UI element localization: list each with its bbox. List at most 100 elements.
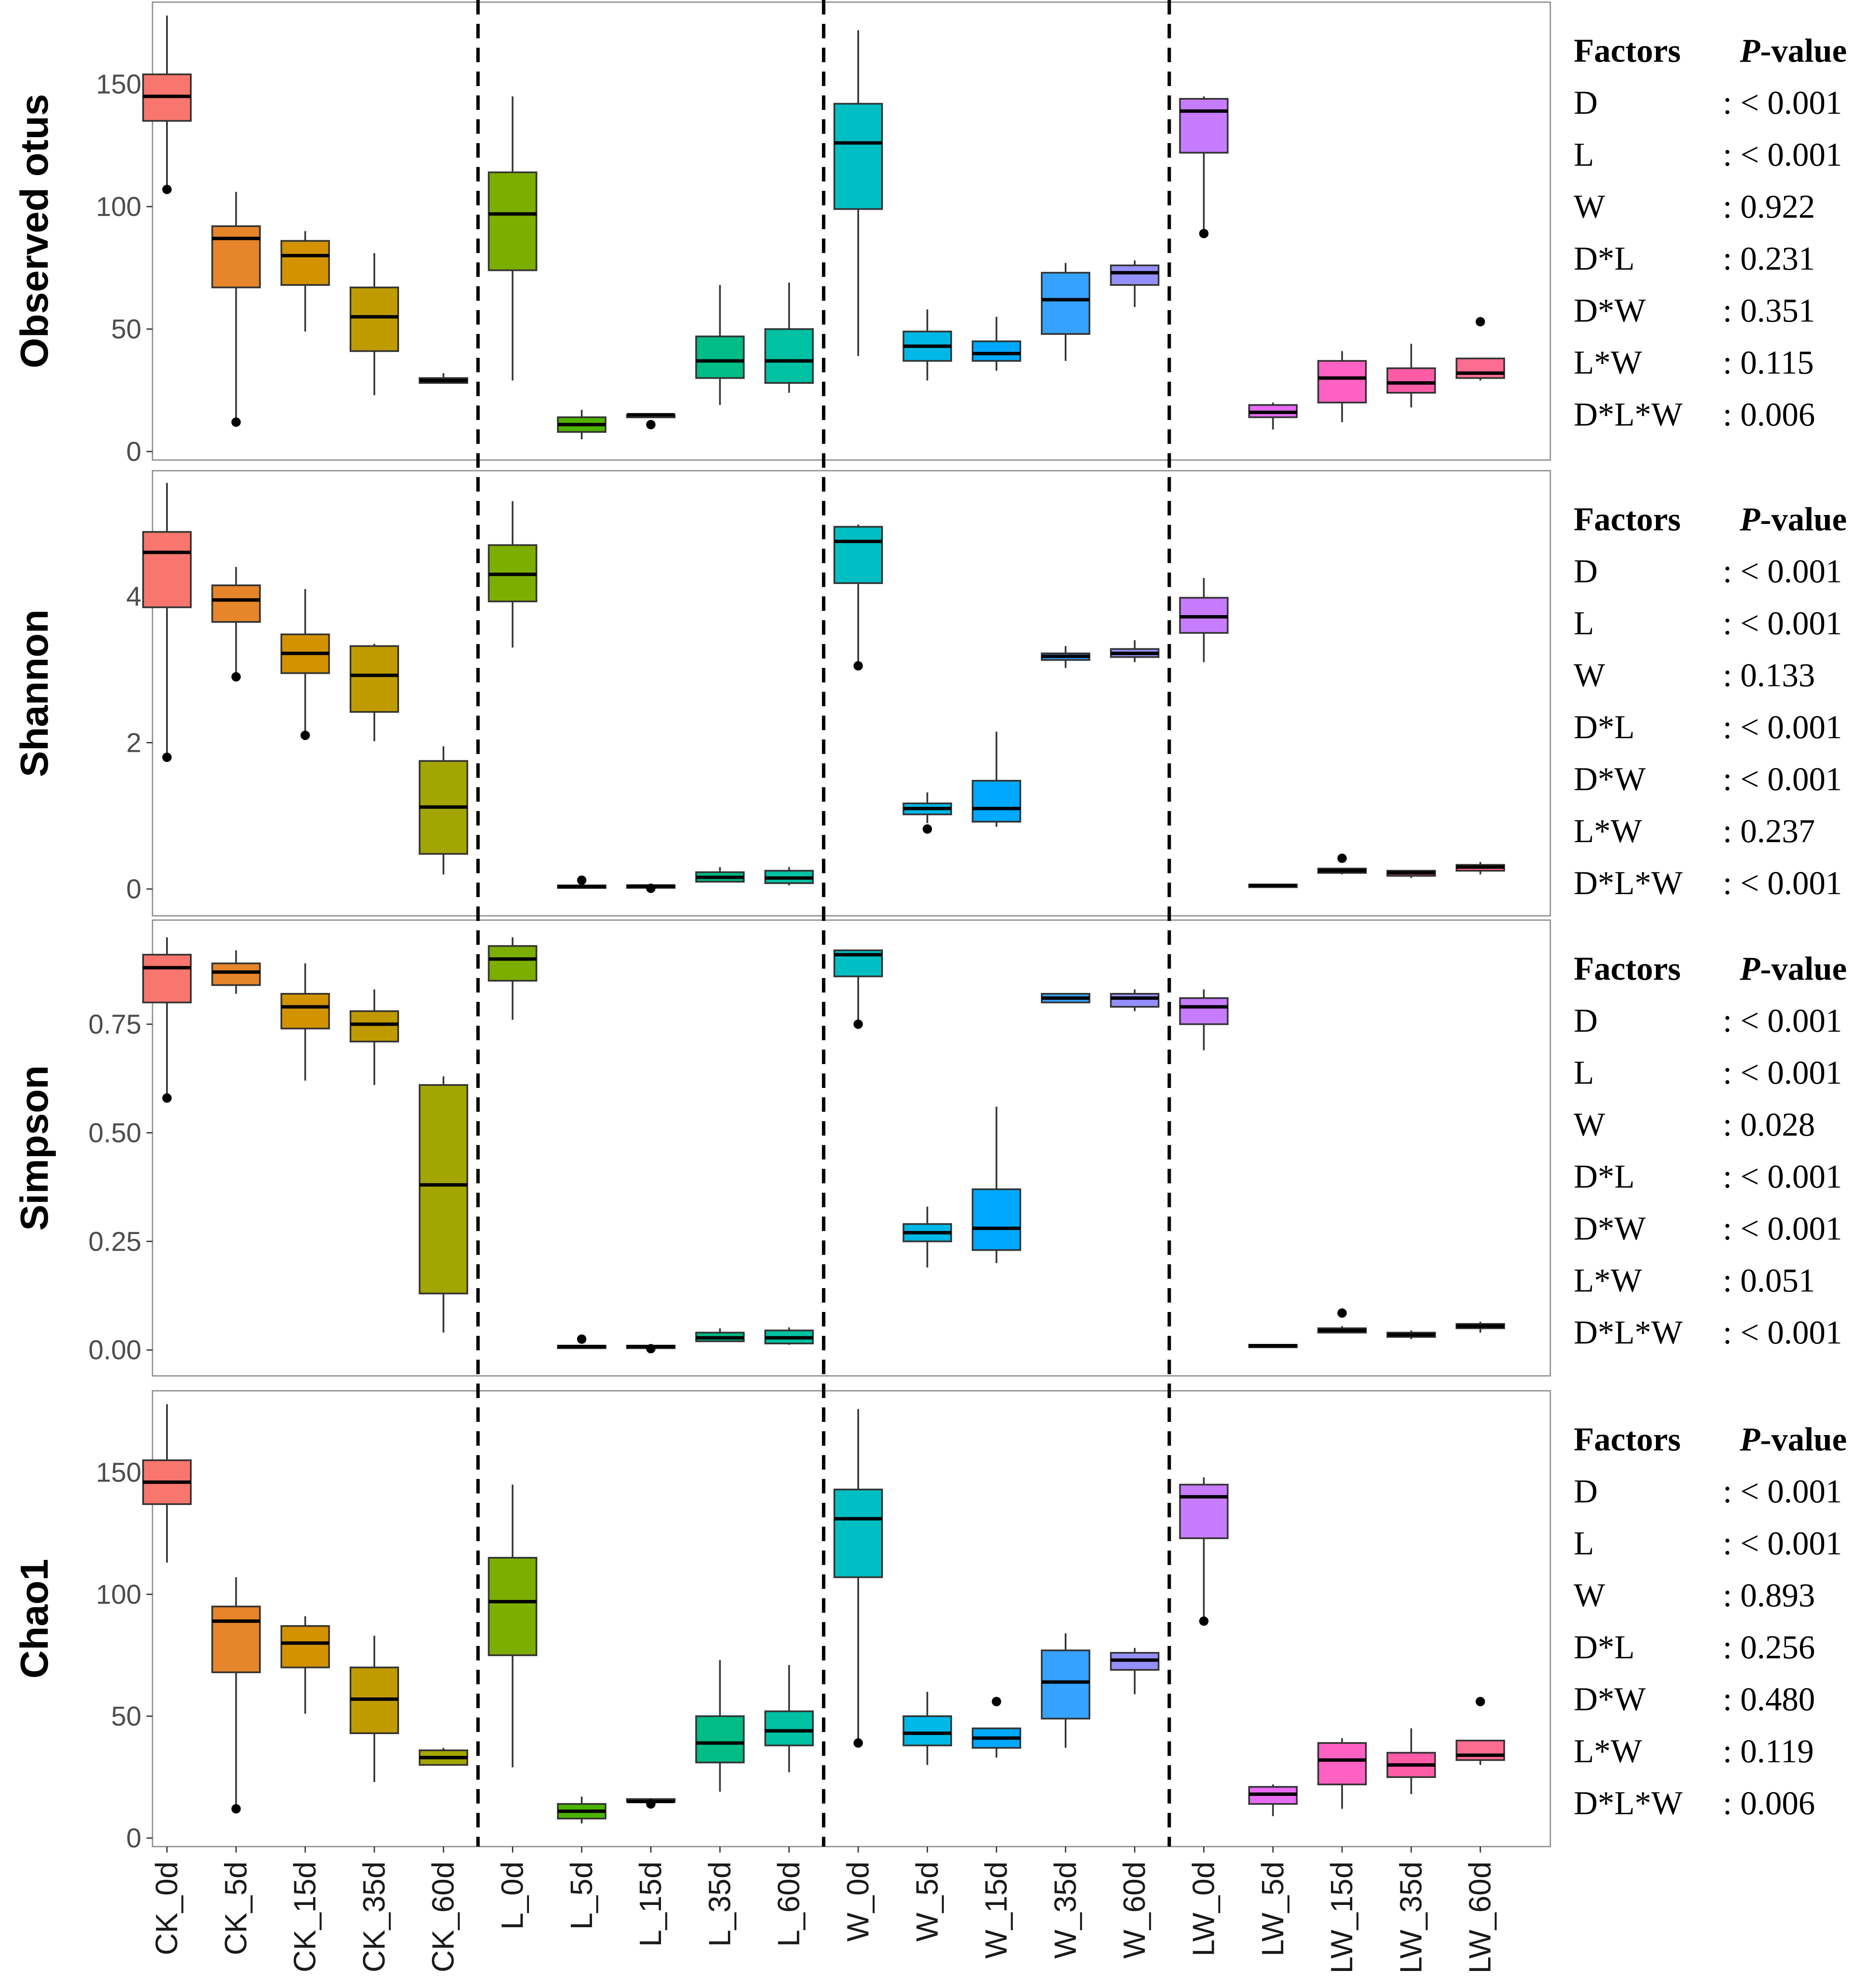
stats-factor: D (1574, 552, 1598, 590)
y-tick-label: 4 (126, 581, 141, 612)
x-tick-label: L_35d (703, 1861, 737, 1947)
stats-pvalue: : < 0.001 (1723, 1314, 1842, 1351)
box-w-60d (1110, 260, 1160, 307)
stats-pvalue: : < 0.001 (1723, 604, 1842, 642)
stats-header-p-rest: -value (1760, 1421, 1847, 1458)
box-w-0d (834, 949, 883, 1029)
stats-header-p-italic: P (1739, 950, 1761, 987)
y-axis-title: Shannon (13, 610, 56, 777)
box-l-60d (764, 867, 814, 886)
box-l-15d (626, 883, 676, 893)
panel-simpson: 0.00 0.25 0.50 0.75 Simpson Factors P-value D: … (13, 919, 1847, 1377)
box-w-35d (1040, 1633, 1090, 1748)
box-iqr (834, 103, 883, 210)
box-l-35d (695, 1660, 745, 1792)
box-ck-0d (142, 1404, 192, 1563)
box-iqr (349, 1010, 399, 1043)
outlier-point (854, 1019, 863, 1029)
box-w-35d (1040, 993, 1090, 1004)
outlier-point (854, 1738, 863, 1748)
x-tick-label: CK_15d (288, 1861, 322, 1972)
y-tick-label: 100 (96, 191, 141, 222)
stats-pvalue: : 0.480 (1723, 1680, 1815, 1718)
box-ck-35d (349, 253, 399, 395)
box-w-0d (834, 524, 883, 671)
stats-header-p-italic: P (1739, 501, 1761, 538)
stats-pvalue: : 0.051 (1723, 1262, 1815, 1299)
x-tick-label: LW_35d (1394, 1861, 1428, 1974)
stats-factor: L*W (1574, 812, 1642, 849)
stats-header-factors: Factors (1574, 950, 1681, 987)
box-l-0d (488, 96, 537, 381)
box-iqr (211, 962, 261, 986)
stats-header-p-rest: -value (1760, 32, 1847, 69)
y-tick-label: 0.50 (88, 1117, 141, 1148)
box-iqr (142, 954, 192, 1004)
stats-pvalue: : < 0.001 (1723, 1210, 1842, 1247)
box-ck-0d (142, 483, 192, 762)
box-ck-15d (280, 589, 330, 740)
box-l-0d (488, 501, 537, 648)
stats-header-p-italic: P (1739, 32, 1761, 69)
y-tick-label: 50 (111, 314, 141, 345)
box-ck-60d (419, 1748, 468, 1766)
stats-pvalue: : < 0.001 (1723, 864, 1842, 901)
stats-header-factors: Factors (1574, 1421, 1681, 1458)
stats-factor: W (1574, 188, 1605, 225)
box-lw-15d (1317, 853, 1367, 875)
box-ck-5d (211, 950, 261, 994)
box-lw-5d (1248, 883, 1298, 888)
stats-factor: D*L*W (1574, 1314, 1683, 1351)
stats-factor: D (1574, 84, 1598, 121)
x-tick-label: CK_5d (219, 1861, 253, 1955)
box-l-35d (695, 867, 745, 883)
box-l-15d (626, 1798, 676, 1809)
x-tick-label: L_5d (565, 1861, 599, 1930)
box-lw-60d (1455, 1697, 1505, 1765)
box-lw-60d (1455, 862, 1505, 875)
stats-header-pvalue: P-value (1739, 501, 1847, 538)
stats-pvalue: : < 0.001 (1723, 708, 1842, 745)
stats-pvalue: : < 0.001 (1723, 136, 1842, 173)
box-iqr (1179, 1484, 1229, 1539)
box-l-5d (557, 410, 606, 440)
stats-pvalue: : 0.256 (1723, 1628, 1815, 1666)
stats-factor: L (1574, 1054, 1594, 1091)
box-iqr (211, 225, 261, 288)
y-axis-title: Chao1 (13, 1559, 56, 1678)
outlier-point (646, 1344, 656, 1354)
stats-table: Factors P-value D: < 0.001 L: < 0.001 W: 0.8… (1574, 1421, 1847, 1821)
stats-factor: D*W (1574, 1680, 1646, 1718)
box-w-60d (1110, 989, 1160, 1011)
panel-chao1: 0 50 100 150 Chao1 Factors P-value D: < 0.001 L:… (13, 1390, 1847, 1853)
stats-pvalue: : 0.893 (1723, 1577, 1815, 1614)
box-w-5d (903, 1692, 952, 1765)
box-l-35d (695, 285, 745, 405)
outlier-point (231, 417, 241, 427)
stats-pvalue: : < 0.001 (1723, 1054, 1842, 1091)
box-iqr (1317, 1742, 1367, 1786)
box-ck-0d (142, 15, 192, 194)
box-w-35d (1040, 646, 1090, 668)
stats-pvalue: : < 0.001 (1723, 1002, 1842, 1039)
stats-factor: D*L (1574, 708, 1635, 745)
box-ck-5d (211, 192, 261, 427)
stats-pvalue: : 0.351 (1723, 292, 1815, 329)
x-tick-label: L_15d (634, 1861, 668, 1947)
box-lw-0d (1179, 1477, 1229, 1626)
box-lw-35d (1386, 870, 1436, 878)
outlier-point (577, 875, 586, 885)
box-iqr (1179, 98, 1229, 154)
x-tick-label: L_0d (496, 1861, 530, 1930)
stats-factor: D*W (1574, 760, 1646, 797)
y-tick-label: 150 (96, 69, 141, 100)
stats-header-factors: Factors (1574, 32, 1681, 69)
box-iqr (142, 531, 192, 608)
stats-factor: D*L (1574, 240, 1635, 277)
box-iqr (488, 945, 537, 982)
stats-factor: L*W (1574, 1262, 1642, 1299)
box-w-5d (903, 1206, 952, 1268)
box-lw-60d (1455, 1321, 1505, 1333)
stats-header-factors: Factors (1574, 501, 1681, 538)
outlier-point (231, 672, 241, 682)
